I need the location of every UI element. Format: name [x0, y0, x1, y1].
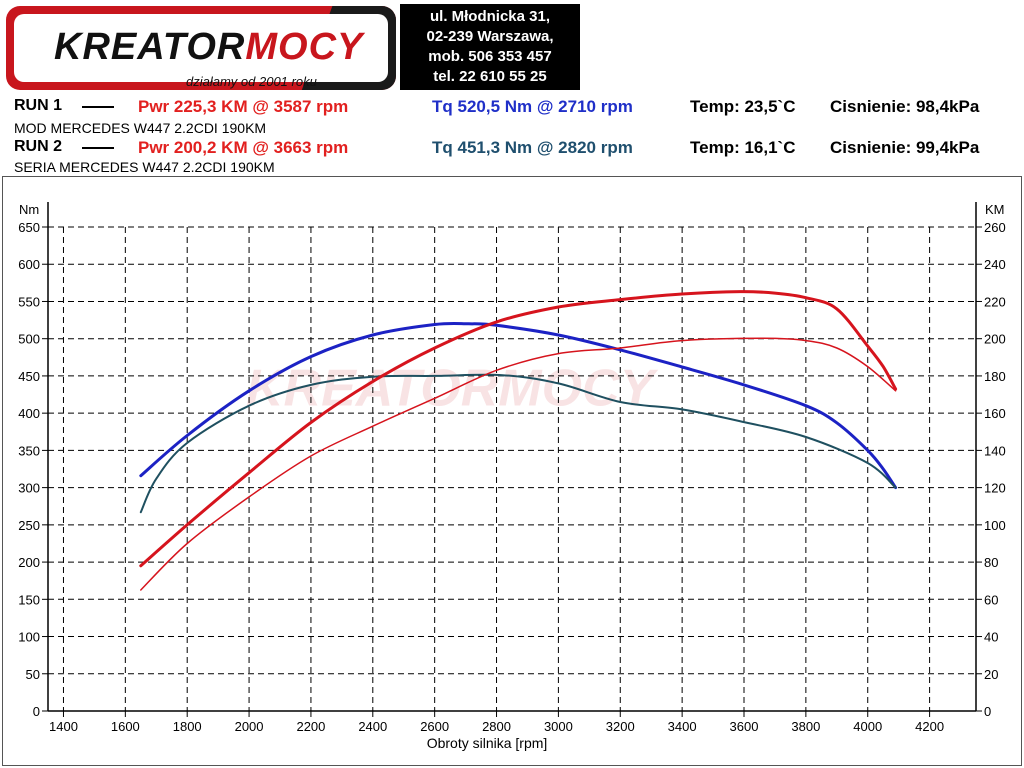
address-line: 02-239 Warszawa,: [426, 28, 554, 45]
series-line-3: [139, 290, 898, 568]
x-tick-label: 3400: [668, 719, 697, 734]
y-tick-label-left: 300: [18, 481, 40, 496]
y-tick-label-right: 140: [984, 443, 1006, 458]
y-tick-label-right: 120: [984, 481, 1006, 496]
run-2-description: SERIA MERCEDES W447 2.2CDI 190KM: [14, 159, 275, 175]
y-tick-label-left: 350: [18, 443, 40, 458]
logo-panel: [14, 14, 388, 82]
y-axis-right-title: KM: [985, 202, 1005, 217]
y-axis-left-title: Nm: [19, 202, 39, 217]
x-tick-label: 4200: [915, 719, 944, 734]
x-tick-label: 1600: [111, 719, 140, 734]
y-tick-label-left: 150: [18, 592, 40, 607]
series-line-4: [140, 337, 897, 591]
y-tick-label-right: 240: [984, 257, 1006, 272]
y-tick-label-right: 0: [984, 704, 991, 719]
x-tick-label: 1400: [49, 719, 78, 734]
x-tick-label: 2600: [420, 719, 449, 734]
x-tick-label: 2400: [358, 719, 387, 734]
run-power: Pwr 225,3 KM @ 3587 rpm: [138, 97, 349, 116]
series-line-1: [139, 321, 898, 490]
y-tick-label-right: 200: [984, 332, 1006, 347]
x-tick-label: 3200: [606, 719, 635, 734]
x-tick-label: 3600: [730, 719, 759, 734]
x-tick-label: 4000: [853, 719, 882, 734]
y-tick-label-left: 200: [18, 555, 40, 570]
run-torque: Tq 520,5 Nm @ 2710 rpm: [432, 97, 633, 116]
y-tick-label-right: 40: [984, 630, 998, 645]
run-temperature: Temp: 23,5`C: [690, 97, 796, 116]
y-tick-label-right: 100: [984, 518, 1006, 533]
y-tick-label-right: 20: [984, 667, 998, 682]
logo-wordmark: KREATORMOCY: [54, 26, 363, 69]
run-line-legend: [82, 147, 114, 149]
y-tick-label-right: 160: [984, 406, 1006, 421]
y-tick-label-right: 60: [984, 592, 998, 607]
y-tick-label-left: 50: [26, 667, 40, 682]
y-tick-label-right: 260: [984, 220, 1006, 235]
run-pressure: Cisnienie: 98,4kPa: [830, 97, 980, 116]
run-line-legend: [82, 106, 114, 108]
y-tick-label-left: 600: [18, 257, 40, 272]
dyno-chart-svg: KREATORMOCY05010015020025030035040045050…: [18, 202, 1006, 751]
x-tick-label: 2000: [235, 719, 264, 734]
logo-brand-b: MOCY: [245, 26, 364, 68]
x-tick-label: 2800: [482, 719, 511, 734]
y-tick-label-left: 400: [18, 406, 40, 421]
run-label: RUN 2: [14, 138, 63, 155]
x-tick-label: 3000: [544, 719, 573, 734]
y-tick-label-left: 100: [18, 630, 40, 645]
y-tick-label-left: 550: [18, 294, 40, 309]
run-power: Pwr 200,2 KM @ 3663 rpm: [138, 138, 349, 157]
address-line: mob. 506 353 457: [428, 48, 552, 65]
run-temperature: Temp: 16,1`C: [690, 138, 796, 157]
run-label: RUN 1: [14, 97, 63, 114]
y-tick-label-left: 250: [18, 518, 40, 533]
logo-brand-a: KREATOR: [54, 26, 246, 68]
address-box: ul. Młodnicka 31, 02-239 Warszawa, mob. …: [400, 4, 580, 90]
y-tick-label-left: 500: [18, 332, 40, 347]
x-tick-label: 2200: [296, 719, 325, 734]
y-tick-label-right: 220: [984, 294, 1006, 309]
logo-tagline: działamy od 2001 roku: [186, 74, 317, 89]
x-tick-label: 3800: [791, 719, 820, 734]
y-tick-label-right: 80: [984, 555, 998, 570]
address-line: ul. Młodnicka 31,: [429, 8, 551, 25]
run-1-description: MOD MERCEDES W447 2.2CDI 190KM: [14, 120, 267, 136]
y-tick-label-left: 0: [33, 704, 40, 719]
dyno-chart: KREATORMOCY 0 50 100 150 200 250 300 350 400 450 50…: [2, 176, 1022, 766]
y-tick-label-right: 180: [984, 369, 1006, 384]
x-tick-label: 1800: [173, 719, 202, 734]
chart-watermark: KREATORMOCY: [246, 360, 659, 418]
y-tick-label-left: 450: [18, 369, 40, 384]
y-tick-label-left: 650: [18, 220, 40, 235]
run-pressure: Cisnienie: 99,4kPa: [830, 138, 980, 157]
logo: KREATORMOCY działamy od 2001 roku: [6, 6, 396, 90]
address-line: tel. 22 610 55 25: [433, 68, 547, 85]
x-axis-title: Obroty silnika [rpm]: [427, 735, 548, 751]
series-line-2: [139, 373, 897, 514]
run-torque: Tq 451,3 Nm @ 2820 rpm: [432, 138, 633, 157]
